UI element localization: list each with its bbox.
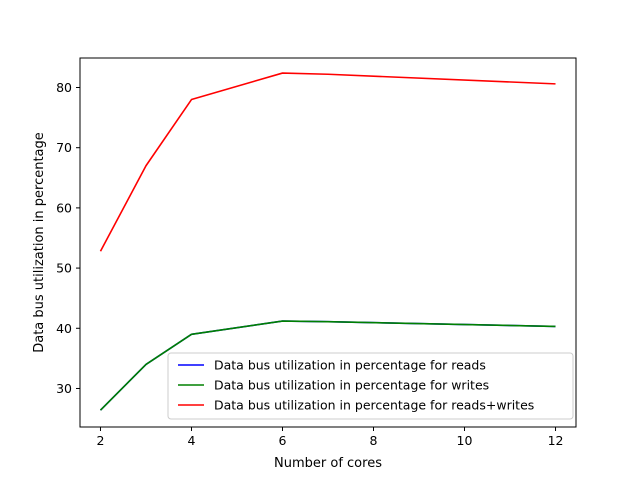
legend-box	[167, 352, 574, 420]
y-axis-label: Data bus utilization in percentage	[32, 132, 47, 353]
x-tick-label-3: 8	[370, 433, 378, 448]
y-axis: 30 40 50 60 70 80	[56, 80, 80, 396]
x-tick-label-4: 10	[457, 433, 473, 448]
x-axis: 2 4 6 8 10 12	[97, 427, 564, 448]
legend-label-2: Data bus utilization in percentage for r…	[214, 398, 534, 413]
x-axis-label: Number of cores	[274, 456, 382, 471]
y-tick-label-4: 70	[56, 140, 72, 155]
y-tick-label-2: 50	[56, 261, 72, 276]
x-tick-label-1: 4	[188, 433, 196, 448]
x-tick-label-0: 2	[97, 433, 105, 448]
legend-label-1: Data bus utilization in percentage for w…	[214, 378, 489, 393]
y-tick-label-3: 60	[56, 200, 72, 215]
legend-label-0: Data bus utilization in percentage for r…	[214, 358, 486, 373]
legend: Data bus utilization in percentage for r…	[167, 352, 574, 420]
plot-frame	[79, 57, 577, 428]
y-tick-label-5: 80	[56, 80, 72, 95]
y-tick-label-0: 30	[56, 381, 72, 396]
x-tick-label-5: 12	[548, 433, 564, 448]
series-line-1	[99, 320, 556, 411]
series-line-2	[99, 72, 556, 252]
y-tick-label-1: 40	[56, 321, 72, 336]
x-tick-label-2: 6	[279, 433, 287, 448]
series-layer	[99, 72, 556, 411]
